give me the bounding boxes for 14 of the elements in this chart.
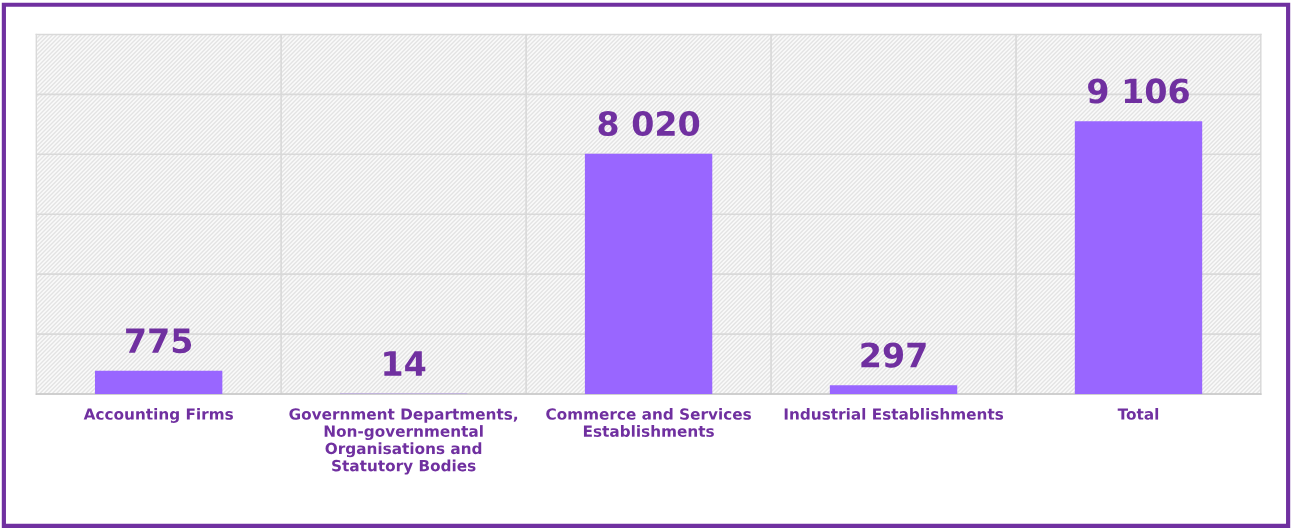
data-label: 8 020 [598,110,700,137]
x-tick-label: Total [1117,407,1159,420]
x-tick-label: Commerce and Services Establishments [546,407,751,437]
data-label: 775 [126,328,192,354]
bar [584,153,713,395]
data-label: 14 [384,351,426,376]
data-label: 297 [861,342,926,368]
x-tick-label: Accounting Firms [83,407,233,423]
data-label: 9 106 [1088,78,1189,104]
x-tick-label: Government Departments, Non-governmental Organisations and Statutory Bodies [289,408,518,475]
bar [94,370,223,395]
bar [1074,121,1203,395]
x-tick-label: Industrial Establishments [784,407,1004,420]
bar [829,385,958,395]
